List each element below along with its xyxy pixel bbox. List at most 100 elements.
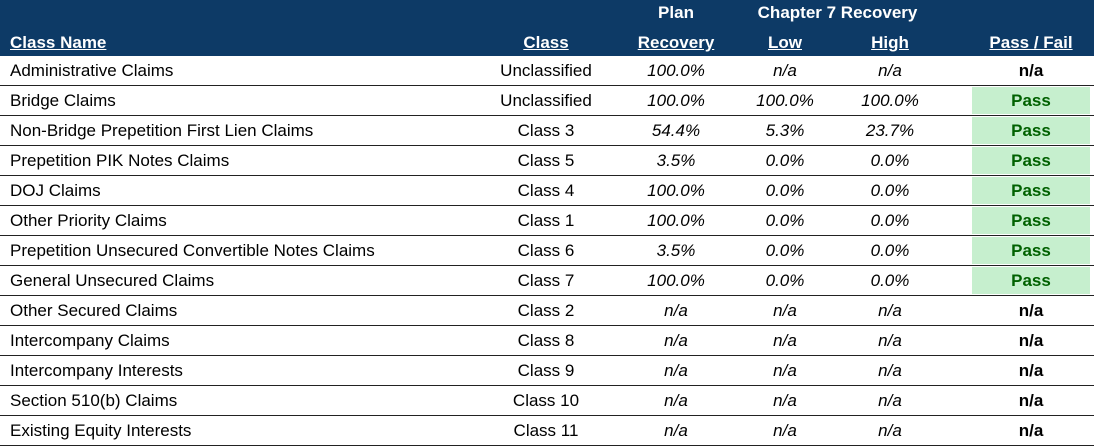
class-name-cell: Existing Equity Interests — [10, 421, 192, 440]
class-cell: Unclassified — [500, 91, 592, 110]
header-low: Low — [768, 33, 802, 52]
ch7-high-cell: n/a — [878, 61, 902, 80]
pass-fail-cell: n/a — [1018, 301, 1044, 320]
ch7-low-cell: n/a — [773, 421, 797, 440]
plan-recovery-cell: 100.0% — [647, 91, 705, 110]
ch7-high-cell: 0.0% — [870, 271, 910, 290]
class-name-cell: Other Secured Claims — [10, 301, 178, 320]
table-row: General Unsecured Claims Class 7 100.0% … — [0, 266, 1094, 296]
class-name-cell: Section 510(b) Claims — [10, 391, 178, 410]
class-cell: Class 2 — [517, 301, 575, 320]
class-name-cell: Prepetition PIK Notes Claims — [10, 151, 230, 170]
table-row: Intercompany Claims Class 8 n/a n/a n/a … — [0, 326, 1094, 356]
class-cell: Class 9 — [517, 361, 575, 380]
ch7-high-cell: 0.0% — [870, 211, 910, 230]
class-cell: Class 3 — [517, 121, 575, 140]
ch7-high-cell: 0.0% — [870, 151, 910, 170]
header-chapter7: Chapter 7 Recovery — [757, 3, 918, 22]
plan-recovery-cell: n/a — [664, 391, 688, 410]
pass-fail-cell: n/a — [1018, 421, 1044, 440]
table-row: Prepetition Unsecured Convertible Notes … — [0, 236, 1094, 266]
ch7-high-cell: n/a — [878, 361, 902, 380]
pass-fail-cell: Pass — [972, 207, 1090, 234]
class-name-cell: Administrative Claims — [10, 61, 174, 80]
ch7-low-cell: n/a — [773, 61, 797, 80]
plan-recovery-cell: n/a — [664, 421, 688, 440]
ch7-low-cell: n/a — [773, 361, 797, 380]
plan-recovery-cell: n/a — [664, 331, 688, 350]
ch7-low-cell: 5.3% — [765, 121, 805, 140]
table-row: DOJ Claims Class 4 100.0% 0.0% 0.0% Pass — [0, 176, 1094, 206]
table-row: Non-Bridge Prepetition First Lien Claims… — [0, 116, 1094, 146]
class-name-cell: DOJ Claims — [10, 181, 101, 200]
header-class: Class — [523, 33, 569, 52]
plan-recovery-cell: 100.0% — [647, 211, 705, 230]
table-row: Existing Equity Interests Class 11 n/a n… — [0, 416, 1094, 446]
table-row: Other Priority Claims Class 1 100.0% 0.0… — [0, 206, 1094, 236]
ch7-low-cell: 0.0% — [765, 181, 805, 200]
table-row: Other Secured Claims Class 2 n/a n/a n/a… — [0, 296, 1094, 326]
table-row: Prepetition PIK Notes Claims Class 5 3.5… — [0, 146, 1094, 176]
table-body: Administrative Claims Unclassified 100.0… — [0, 56, 1094, 446]
plan-recovery-cell: 54.4% — [651, 121, 701, 140]
pass-fail-cell: Pass — [972, 177, 1090, 204]
ch7-high-cell: 0.0% — [870, 241, 910, 260]
ch7-low-cell: 0.0% — [765, 211, 805, 230]
class-name-cell: Bridge Claims — [10, 91, 116, 110]
pass-fail-cell: Pass — [972, 117, 1090, 144]
header-pass-fail: Pass / Fail — [989, 33, 1073, 52]
class-cell: Class 8 — [517, 331, 575, 350]
table-row: Administrative Claims Unclassified 100.0… — [0, 56, 1094, 86]
class-cell: Class 11 — [513, 421, 579, 440]
class-cell: Class 1 — [517, 211, 575, 230]
ch7-low-cell: n/a — [773, 391, 797, 410]
pass-fail-cell: Pass — [972, 237, 1090, 264]
class-name-cell: General Unsecured Claims — [10, 271, 215, 290]
table-row: Bridge Claims Unclassified 100.0% 100.0%… — [0, 86, 1094, 116]
ch7-high-cell: 23.7% — [865, 121, 915, 140]
pass-fail-cell: n/a — [1018, 331, 1044, 350]
class-cell: Unclassified — [500, 61, 592, 80]
table-row: Intercompany Interests Class 9 n/a n/a n… — [0, 356, 1094, 386]
ch7-low-cell: n/a — [773, 301, 797, 320]
class-cell: Class 5 — [517, 151, 575, 170]
plan-recovery-cell: 100.0% — [647, 271, 705, 290]
plan-recovery-cell: n/a — [664, 361, 688, 380]
ch7-low-cell: 0.0% — [765, 151, 805, 170]
class-name-cell: Prepetition Unsecured Convertible Notes … — [10, 241, 375, 260]
class-name-cell: Intercompany Interests — [10, 361, 183, 380]
pass-fail-cell: Pass — [972, 87, 1090, 114]
header-high: High — [871, 33, 909, 52]
header-plan-top: Plan — [658, 3, 694, 22]
ch7-low-cell: 0.0% — [765, 241, 805, 260]
header-plan-bottom: Recovery — [637, 33, 715, 52]
class-cell: Class 6 — [517, 241, 575, 260]
table-row: Section 510(b) Claims Class 10 n/a n/a n… — [0, 386, 1094, 416]
header-class-name: Class Name — [10, 33, 107, 52]
class-cell: Class 7 — [517, 271, 575, 290]
class-cell: Class 4 — [517, 181, 575, 200]
pass-fail-cell: n/a — [1018, 61, 1044, 80]
ch7-high-cell: 100.0% — [861, 91, 919, 110]
pass-fail-cell: n/a — [1018, 361, 1044, 380]
plan-recovery-cell: 3.5% — [656, 151, 696, 170]
ch7-low-cell: n/a — [773, 331, 797, 350]
ch7-high-cell: n/a — [878, 301, 902, 320]
class-name-cell: Intercompany Claims — [10, 331, 170, 350]
ch7-high-cell: n/a — [878, 331, 902, 350]
plan-recovery-cell: 3.5% — [656, 241, 696, 260]
pass-fail-cell: n/a — [1018, 391, 1044, 410]
ch7-high-cell: n/a — [878, 391, 902, 410]
plan-recovery-cell: n/a — [664, 301, 688, 320]
ch7-high-cell: 0.0% — [870, 181, 910, 200]
class-cell: Class 10 — [512, 391, 580, 410]
ch7-high-cell: n/a — [878, 421, 902, 440]
pass-fail-cell: Pass — [972, 147, 1090, 174]
plan-recovery-cell: 100.0% — [647, 181, 705, 200]
class-name-cell: Non-Bridge Prepetition First Lien Claims — [10, 121, 314, 140]
table-header: Class Name Class Plan Recovery Chapter 7… — [0, 0, 1094, 56]
pass-fail-cell: Pass — [972, 267, 1090, 294]
plan-recovery-cell: 100.0% — [647, 61, 705, 80]
class-name-cell: Other Priority Claims — [10, 211, 167, 230]
